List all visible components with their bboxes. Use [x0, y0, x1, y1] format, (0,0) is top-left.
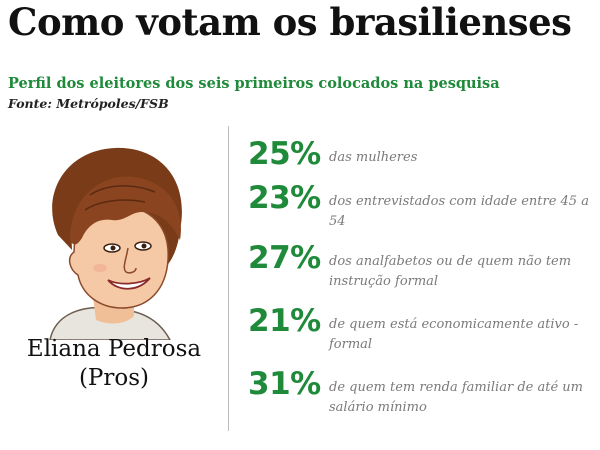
- subtitle: Perfil dos eleitores dos seis primeiros …: [8, 75, 500, 92]
- stat-percent: 21%: [248, 303, 321, 339]
- candidate-name: Eliana Pedrosa: [26, 336, 202, 362]
- candidate-party: (Pros): [78, 365, 150, 391]
- hair-fringe: [70, 176, 181, 245]
- stat-description: de quem tem renda familiar de até um sal…: [329, 380, 583, 415]
- stat-percent: 25%: [248, 136, 321, 172]
- stat-description: de quem está economicamente ativo - form…: [329, 317, 579, 352]
- stat-description: dos entrevistados com idade entre 45 a 5…: [329, 194, 589, 229]
- source-note: Fonte: Metrópoles/FSB: [8, 96, 169, 111]
- stat-percent: 27%: [248, 240, 321, 276]
- vertical-divider: [228, 126, 229, 431]
- stat-percent: 31%: [248, 366, 321, 402]
- stat-description: das mulheres: [329, 150, 418, 165]
- mouth: [107, 277, 151, 290]
- page-title: Como votam os brasilienses: [8, 0, 572, 44]
- stat-description: dos analfabetos ou de quem não tem instr…: [329, 254, 572, 289]
- nose: [123, 247, 137, 274]
- candidate-caricature: [49, 147, 182, 340]
- hair-strands: [84, 185, 156, 211]
- candidate-name-block: Eliana Pedrosa (Pros): [0, 335, 228, 393]
- stat-percent: 23%: [248, 180, 321, 216]
- hair-back: [52, 147, 182, 270]
